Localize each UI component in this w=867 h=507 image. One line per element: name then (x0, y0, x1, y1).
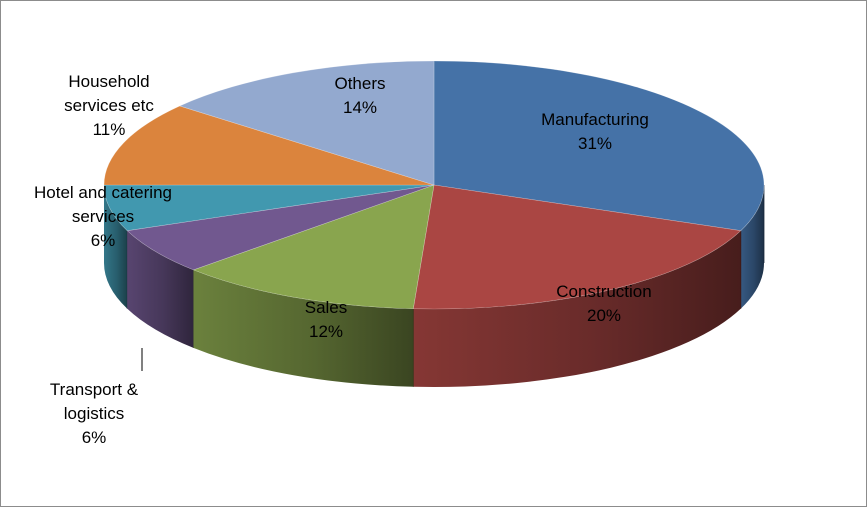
data-label-sales: Sales 12% (305, 298, 348, 341)
data-label-construction: Construction 20% (556, 282, 651, 325)
data-label-others: Others 14% (334, 74, 385, 117)
data-labels: Manufacturing 31% Construction 20% Sales 12% T… (34, 72, 652, 447)
data-label-hotel-and-catering-services: Hotel and catering services 6% (34, 183, 172, 250)
slice-side-sales (193, 269, 414, 387)
slice-construction (412, 184, 742, 310)
slice-hotel-and-catering-services (103, 184, 435, 231)
slice-household-services-etc (103, 105, 435, 186)
slice-side-transport-logistics (127, 230, 194, 348)
pie-tops (103, 60, 765, 310)
slice-transport-logistics (126, 184, 435, 271)
pie-sides (104, 185, 765, 387)
slice-sales (192, 184, 435, 310)
slice-side-manufacturing (740, 185, 764, 309)
data-label-household-services-etc: Household services etc 11% (64, 72, 154, 139)
slice-side-hotel-and-catering-services (104, 185, 128, 309)
slice-others (178, 60, 435, 186)
slice-side-construction (413, 230, 741, 387)
data-label-transport-logistics: Transport & logistics 6% (50, 380, 139, 447)
data-label-manufacturing: Manufacturing 31% (541, 110, 649, 153)
slice-manufacturing (433, 60, 765, 231)
